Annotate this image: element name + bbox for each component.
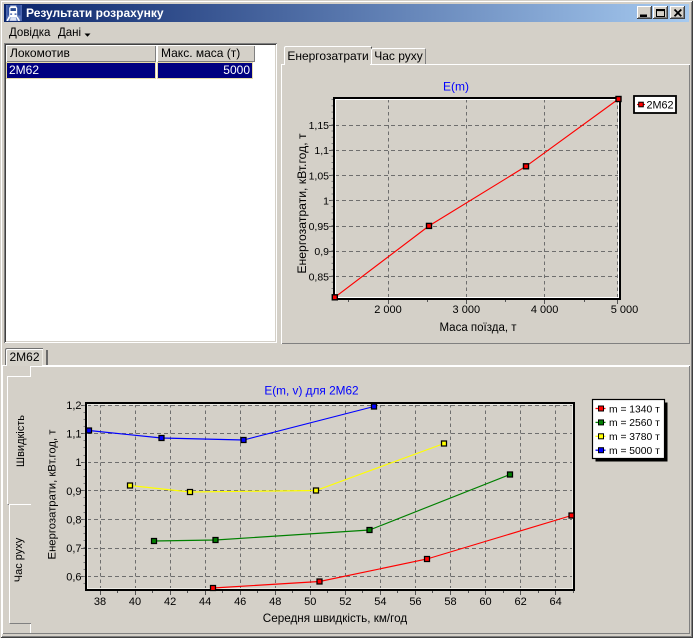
svg-text:E(m, v) для 2М62: E(m, v) для 2М62 <box>264 384 358 398</box>
svg-text:0,8: 0,8 <box>66 514 81 526</box>
svg-text:40: 40 <box>129 596 141 608</box>
svg-text:Енергозатрати, кВт.год, т: Енергозатрати, кВт.год, т <box>295 133 309 274</box>
svg-text:56: 56 <box>409 596 421 608</box>
svg-text:50: 50 <box>304 596 316 608</box>
svg-text:46: 46 <box>234 596 246 608</box>
svg-text:Час руху: Час руху <box>13 537 25 582</box>
svg-text:60: 60 <box>479 596 491 608</box>
svg-text:2М62: 2М62 <box>647 100 674 112</box>
svg-text:m = 3780 т: m = 3780 т <box>609 432 660 443</box>
svg-text:1: 1 <box>75 457 81 469</box>
svg-text:2 000: 2 000 <box>374 304 402 316</box>
svg-text:m = 2560 т: m = 2560 т <box>609 418 660 429</box>
svg-text:3 000: 3 000 <box>453 304 481 316</box>
svg-text:1,1: 1,1 <box>314 145 329 157</box>
svg-text:1,1: 1,1 <box>66 429 81 441</box>
svg-text:58: 58 <box>444 596 456 608</box>
svg-text:44: 44 <box>199 596 211 608</box>
svg-text:0,9: 0,9 <box>66 486 81 498</box>
svg-text:0,95: 0,95 <box>309 221 330 233</box>
svg-text:0,6: 0,6 <box>66 572 81 584</box>
svg-text:m = 1340 т: m = 1340 т <box>609 404 660 415</box>
svg-text:48: 48 <box>269 596 281 608</box>
svg-text:42: 42 <box>164 596 176 608</box>
svg-text:0,7: 0,7 <box>66 543 81 555</box>
svg-text:Енергозатрати, кВт.год, т: Енергозатрати, кВт.год, т <box>47 430 59 560</box>
svg-text:64: 64 <box>550 596 562 608</box>
svg-text:m = 5000 т: m = 5000 т <box>609 446 660 457</box>
svg-text:1,05: 1,05 <box>309 171 330 183</box>
svg-text:62: 62 <box>514 596 526 608</box>
svg-text:1,2: 1,2 <box>66 400 81 412</box>
svg-text:Маса поїзда, т: Маса поїзда, т <box>439 322 517 334</box>
svg-text:1,15: 1,15 <box>309 120 330 132</box>
svg-text:Середня швидкість, км/год: Середня швидкість, км/год <box>263 612 408 625</box>
svg-text:E(m): E(m) <box>443 80 469 94</box>
svg-text:0,9: 0,9 <box>314 246 329 258</box>
svg-text:0,85: 0,85 <box>309 271 330 283</box>
svg-text:4 000: 4 000 <box>531 304 559 316</box>
svg-text:5 000: 5 000 <box>611 304 639 316</box>
svg-text:1: 1 <box>323 196 329 208</box>
svg-text:38: 38 <box>94 596 106 608</box>
svg-text:52: 52 <box>339 596 351 608</box>
svg-text:54: 54 <box>374 596 386 608</box>
svg-text:Швидкість: Швидкість <box>15 415 27 467</box>
